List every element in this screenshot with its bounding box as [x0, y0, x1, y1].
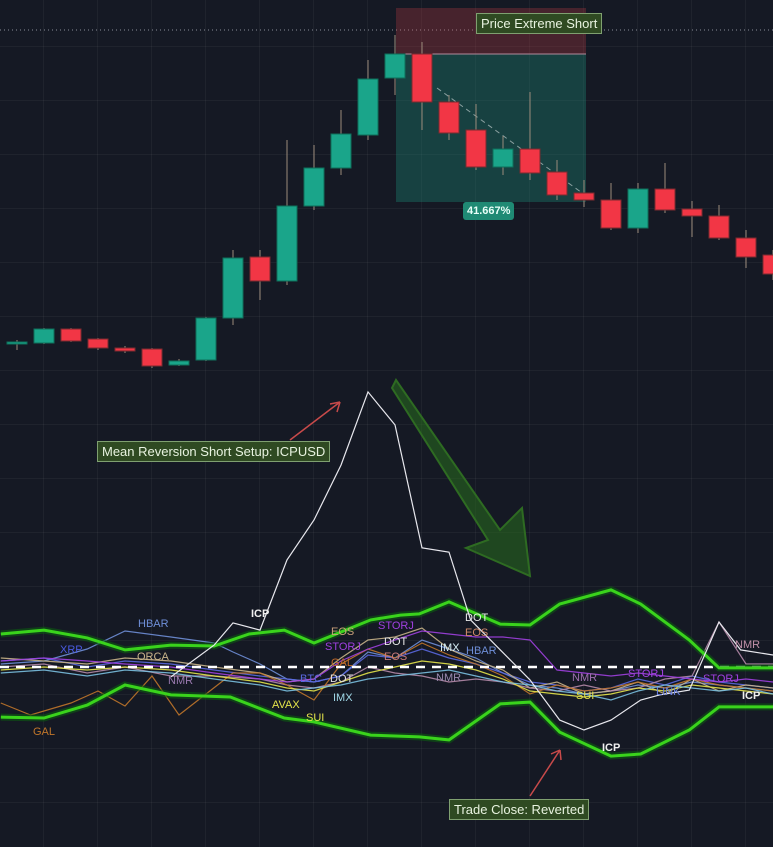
coin-label-nmr: NMR: [168, 675, 194, 687]
coin-label-imx: IMX: [440, 642, 460, 654]
lower-band: [0, 683, 773, 758]
candle: [384, 53, 406, 79]
coin-label-nmr: NMR: [572, 672, 598, 684]
candle: [465, 129, 487, 168]
trade-close-label: Trade Close: Reverted: [449, 799, 590, 820]
candle: [438, 101, 460, 134]
candle: [195, 317, 217, 361]
coin-label-icp: ICP: [742, 690, 761, 702]
coin-label-storj: STORJ: [325, 641, 361, 653]
coin-label-storj: STORJ: [378, 620, 414, 632]
series-line-nmr: [0, 620, 773, 692]
coin-label-icp: ICP: [602, 742, 621, 754]
candle: [60, 328, 82, 342]
coin-label-sui: SUI: [306, 712, 325, 724]
coin-label-eos: EOS: [465, 627, 489, 639]
series-line-orca: [0, 627, 773, 695]
coin-label-avax: AVAX: [272, 699, 300, 711]
coin-label-dot: DOT: [330, 673, 354, 685]
candle: [222, 257, 244, 319]
coin-label-hbar: HBAR: [466, 645, 497, 657]
big-down-arrow: [390, 378, 532, 578]
coin-label-btc: BTC: [300, 673, 322, 685]
candle: [735, 237, 757, 258]
candle: [33, 328, 55, 344]
candle: [330, 133, 352, 169]
coin-label-eos: EOS: [384, 651, 408, 663]
coin-label-eos: EOS: [331, 626, 355, 638]
coin-label-hbar: HBAR: [138, 618, 169, 630]
candle: [249, 256, 271, 282]
series-line-icp: [170, 390, 773, 731]
candle: [573, 192, 595, 201]
upper-band: [0, 588, 773, 670]
coin-label-gal: GAL: [33, 726, 56, 738]
coin-label-icp: ICP: [251, 608, 270, 620]
candle: [411, 53, 433, 103]
candle: [168, 360, 190, 366]
candle: [357, 78, 379, 136]
close-arrow-head: [550, 749, 562, 761]
trade-percent-badge: 41.667%: [463, 202, 515, 220]
series-line-xrp: [0, 648, 773, 692]
candle: [654, 188, 676, 211]
candle: [627, 188, 649, 229]
candle: [276, 205, 298, 282]
candle: [681, 208, 703, 217]
coin-label-nmr: NMR: [436, 672, 462, 684]
coin-label-nmr: NMR: [735, 639, 761, 651]
trade-path-line: [436, 87, 586, 196]
price-extreme-short-label: Price Extreme Short: [476, 13, 603, 34]
coin-label-gal: GAL: [331, 657, 354, 669]
candle: [141, 348, 163, 367]
candle: [87, 338, 109, 349]
series-line-imx: [0, 669, 773, 701]
coin-label-dot: DOT: [384, 636, 408, 648]
coin-label-dot: DOT: [465, 612, 489, 624]
candle: [600, 199, 622, 229]
candle: [546, 171, 568, 196]
coin-label-storj: STORJ: [628, 668, 664, 680]
coin-label-xrp: XRP: [60, 644, 83, 656]
coin-label-storj: STORJ: [703, 673, 739, 685]
candle: [114, 347, 136, 352]
setup-label: Mean Reversion Short Setup: ICPUSD: [97, 441, 331, 462]
coin-label-imx: IMX: [333, 692, 353, 704]
candle: [6, 341, 28, 345]
candle: [762, 254, 773, 275]
coin-label-sui: SUI: [576, 690, 595, 702]
candle: [519, 148, 541, 174]
close-arrow: [529, 749, 561, 797]
coin-label-orca: ORCA: [137, 651, 169, 663]
coin-label-link: LINK: [656, 686, 681, 698]
setup-arrow: [289, 401, 341, 441]
candle: [708, 215, 730, 239]
candle: [492, 148, 514, 168]
setup-arrow-head: [329, 401, 341, 413]
candle: [303, 167, 325, 207]
